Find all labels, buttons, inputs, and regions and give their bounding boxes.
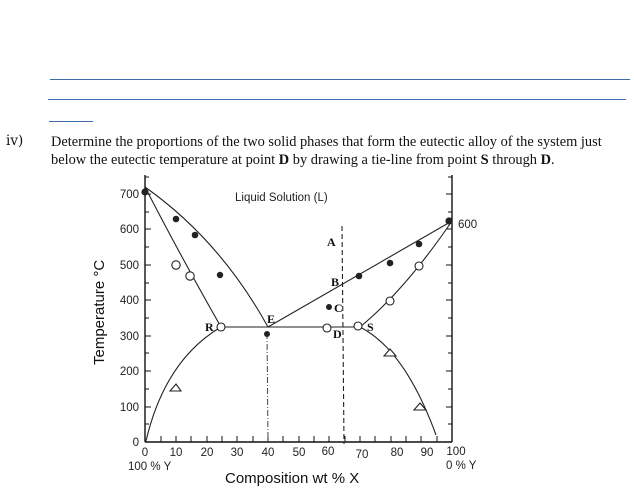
svg-text:300: 300: [120, 331, 139, 343]
open-circle-marker: [353, 321, 363, 331]
composition-dashed-line: [341, 225, 345, 445]
open-circle-marker: [414, 261, 424, 271]
open-circle-marker: [385, 296, 395, 306]
svg-text:30: 30: [231, 447, 244, 459]
svg-text:20: 20: [201, 447, 214, 459]
point-d-ref: D: [278, 152, 290, 168]
point-labels: A B C D E R S: [205, 235, 374, 341]
answer-line-3[interactable]: [49, 121, 93, 122]
question-number: iv): [6, 133, 24, 149]
svg-text:10: 10: [170, 447, 183, 459]
svg-text:0: 0: [133, 437, 139, 449]
open-circle-marker: [322, 323, 332, 333]
phase-boundaries: [144, 186, 453, 442]
svg-text:500: 500: [120, 260, 139, 272]
solvus-points: [168, 348, 428, 411]
x-tick-labels: 0 10 20 30 40 50 60 70 80 90 100: [142, 446, 466, 461]
point-d-ref: D: [540, 152, 551, 168]
y-tick-labels: 700 600 500 400 300 200 100 0: [120, 189, 139, 449]
filled-circle-marker: [264, 331, 270, 337]
x-left-label: 100 % Y: [128, 461, 172, 473]
label-s: S: [367, 320, 374, 334]
x-axis-title: Composition wt % X: [225, 470, 359, 487]
svg-text:50: 50: [293, 447, 306, 459]
region-label-liquid: Liquid Solution (L): [235, 192, 328, 204]
y-axis-title: Temperature °C: [91, 260, 108, 365]
filled-circle-marker: [415, 240, 423, 248]
label-b: B: [331, 275, 339, 289]
svg-text:400: 400: [120, 295, 139, 307]
label-e: E: [267, 312, 275, 326]
filled-circle-marker: [141, 188, 149, 196]
svg-text:60: 60: [322, 446, 335, 458]
point-s-ref: S: [480, 152, 489, 168]
label-r: R: [205, 320, 214, 334]
triangle-marker: [412, 402, 428, 411]
label-d: D: [333, 327, 342, 341]
filled-circle-marker: [326, 304, 332, 310]
filled-circle-marker: [355, 272, 363, 280]
x-right-label: 0 % Y: [446, 460, 477, 472]
svg-text:90: 90: [421, 447, 434, 459]
filled-circle-marker: [445, 217, 453, 225]
eutectic-dashdot-line: [266, 332, 269, 443]
svg-text:0: 0: [142, 447, 148, 459]
answer-line-1[interactable]: [50, 79, 630, 80]
filled-circle-marker: [216, 271, 224, 279]
open-circle-marker: [171, 260, 181, 270]
answer-line-2[interactable]: [48, 99, 626, 100]
triangle-marker: [382, 348, 398, 357]
liquidus-points: [141, 188, 453, 337]
svg-text:80: 80: [391, 447, 404, 459]
svg-text:600: 600: [120, 224, 139, 236]
svg-text:200: 200: [120, 366, 139, 378]
x-ticks: [160, 436, 438, 442]
axes: [144, 175, 453, 443]
svg-text:700: 700: [120, 189, 139, 201]
question-text: Determine the proportions of the two sol…: [51, 134, 602, 168]
svg-text:40: 40: [262, 447, 275, 459]
svg-text:100: 100: [446, 446, 465, 458]
right-annotation: 600: [458, 219, 477, 231]
solidus-points: [171, 260, 424, 333]
y-ticks: [145, 176, 151, 425]
filled-circle-marker: [191, 231, 199, 239]
filled-circle-marker: [386, 259, 394, 267]
open-circle-marker: [185, 271, 195, 281]
svg-text:100: 100: [120, 402, 139, 414]
open-circle-marker: [216, 322, 226, 332]
label-c: C: [334, 301, 343, 315]
y-ticks-right: [446, 176, 452, 425]
triangle-marker: [168, 383, 183, 392]
svg-text:70: 70: [356, 449, 369, 461]
filled-circle-marker: [172, 215, 180, 223]
label-a: A: [327, 235, 336, 249]
